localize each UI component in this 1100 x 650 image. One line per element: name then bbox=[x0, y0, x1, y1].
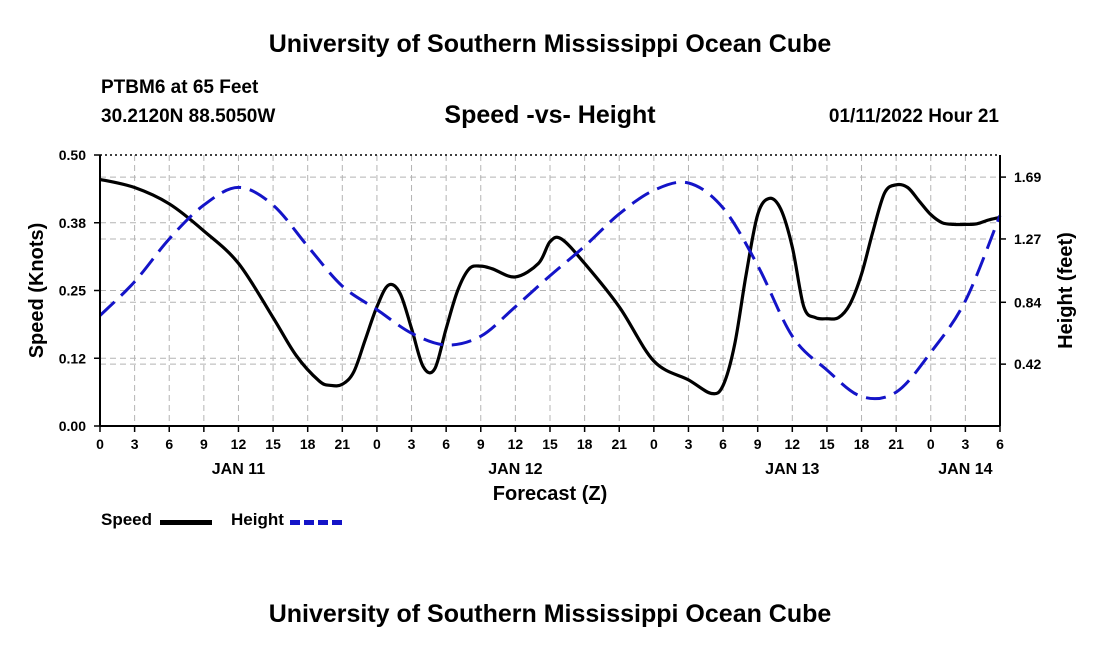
footer-title: University of Southern Mississippi Ocean… bbox=[268, 600, 832, 628]
series-line-height bbox=[98, 180, 1002, 401]
x-tick-label: 6 bbox=[165, 436, 173, 452]
date-label: JAN 13 bbox=[765, 461, 819, 478]
y2-axis-title: Height (feet) bbox=[1055, 232, 1077, 349]
legend-speed-label: Speed bbox=[101, 510, 153, 529]
plot-frame bbox=[94, 154, 1006, 432]
grid bbox=[100, 155, 1000, 426]
series-line-speed bbox=[99, 177, 1001, 396]
x-tick-label: 6 bbox=[719, 436, 727, 452]
y-tick-label: 0.38 bbox=[59, 215, 86, 231]
x-tick-label: 21 bbox=[888, 436, 904, 452]
x-tick-label: 3 bbox=[961, 436, 969, 452]
date-label: JAN 14 bbox=[938, 461, 992, 478]
date-label: JAN 12 bbox=[488, 461, 542, 478]
legend-speed-swatch bbox=[160, 520, 212, 525]
y-axis-title: Speed (Knots) bbox=[26, 223, 48, 359]
x-tick-label: 3 bbox=[685, 436, 693, 452]
y-tick-label: 0.25 bbox=[59, 283, 86, 299]
station-label: PTBM6 at 65 Feet bbox=[101, 77, 259, 98]
x-tick-label: 12 bbox=[231, 436, 247, 452]
coordinates-label: 30.2120N 88.5050W bbox=[101, 106, 276, 127]
x-tick-label: 9 bbox=[200, 436, 208, 452]
x-tick-label: 15 bbox=[542, 436, 558, 452]
y2-tick-label: 1.69 bbox=[1014, 169, 1041, 185]
y-tick-label: 0.12 bbox=[59, 350, 86, 366]
x-tick-label: 6 bbox=[442, 436, 450, 452]
x-tick-label: 3 bbox=[131, 436, 139, 452]
x-tick-label: 15 bbox=[819, 436, 835, 452]
x-tick-label: 9 bbox=[477, 436, 485, 452]
x-tick-label: 12 bbox=[508, 436, 524, 452]
x-tick-label: 0 bbox=[373, 436, 381, 452]
y-tick-label: 0.00 bbox=[59, 418, 86, 434]
x-tick-label: 15 bbox=[265, 436, 281, 452]
page-title: University of Southern Mississippi Ocean… bbox=[268, 30, 832, 58]
x-tick-label: 21 bbox=[611, 436, 627, 452]
x-tick-label: 18 bbox=[300, 436, 316, 452]
x-tick-label: 0 bbox=[927, 436, 935, 452]
x-tick-label: 18 bbox=[577, 436, 593, 452]
date-label: JAN 11 bbox=[212, 461, 265, 478]
y2-tick-label: 0.84 bbox=[1014, 294, 1041, 310]
y2-tick-label: 0.42 bbox=[1014, 356, 1041, 372]
chart-title: Speed -vs- Height bbox=[444, 101, 656, 129]
x-tick-label: 0 bbox=[650, 436, 658, 452]
legend-height-label: Height bbox=[231, 510, 284, 529]
x-tick-label: 18 bbox=[854, 436, 870, 452]
x-tick-label: 6 bbox=[996, 436, 1004, 452]
x-tick-label: 9 bbox=[754, 436, 762, 452]
x-tick-label: 3 bbox=[408, 436, 416, 452]
x-axis-title: Forecast (Z) bbox=[493, 483, 607, 505]
series-layer bbox=[98, 177, 1002, 401]
x-tick-label: 12 bbox=[785, 436, 801, 452]
x-tick-label: 21 bbox=[335, 436, 351, 452]
forecast-datetime: 01/11/2022 Hour 21 bbox=[828, 106, 999, 127]
legend-height-swatch bbox=[290, 520, 342, 525]
x-tick-label: 0 bbox=[96, 436, 104, 452]
axis-labels: 0 3 6 9 12 15 18 21 0 3 6 9 12 15 18 21 0 3 6 9 12 15 18 21 0 3 6J… bbox=[26, 147, 1077, 505]
y-tick-label: 0.50 bbox=[59, 147, 86, 163]
y2-tick-label: 1.27 bbox=[1014, 231, 1041, 247]
